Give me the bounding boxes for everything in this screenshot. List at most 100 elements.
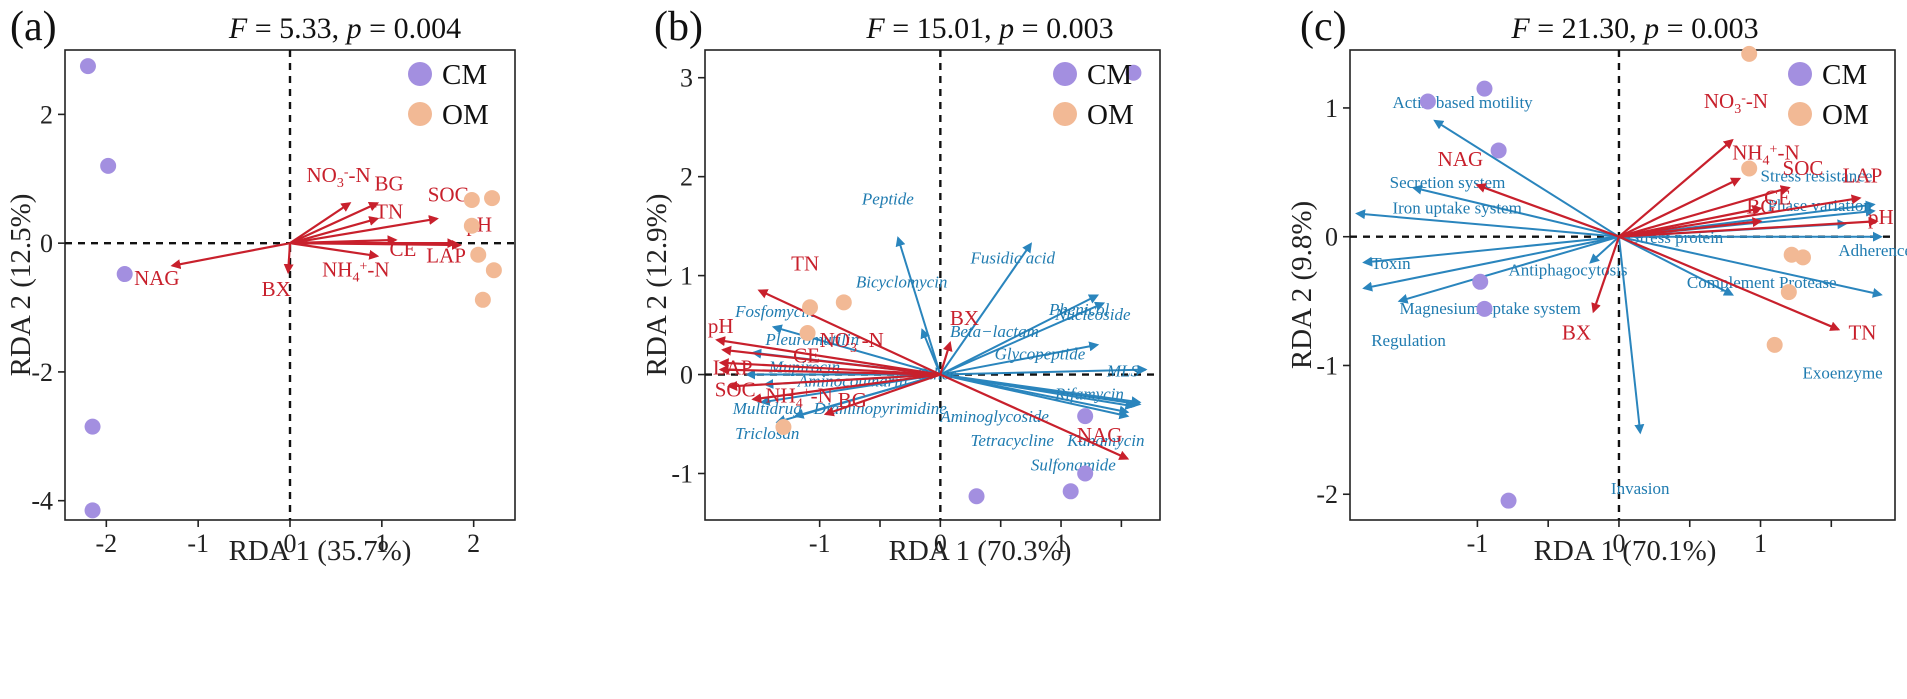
om-point xyxy=(463,217,480,234)
panel-b-xtick-label: 1 xyxy=(1055,529,1068,558)
panel-b-xtick-label: -1 xyxy=(809,529,831,558)
env-label-sub: 3 xyxy=(337,176,344,191)
env-label: pH xyxy=(1868,205,1894,229)
gene-arrow xyxy=(939,294,1100,376)
gene-arrow xyxy=(775,373,941,425)
env-label: SOC xyxy=(715,377,756,401)
cm-point xyxy=(1490,142,1507,159)
env-label-sup: + xyxy=(359,260,367,275)
gene-arrow xyxy=(1355,209,1620,238)
panel-a-title: F = 5.33, p = 0.004 xyxy=(228,12,461,45)
env-label-base: SOC xyxy=(428,182,469,206)
panel-c-xtick-label: 0 xyxy=(1612,529,1625,558)
panel-c-xtick-label: 1 xyxy=(1754,529,1767,558)
env-label-sup: - xyxy=(344,165,349,180)
legend-label-cm: CM xyxy=(1087,59,1132,91)
env-label-base: LAP xyxy=(426,243,466,267)
panel-b-ytick-label: -1 xyxy=(671,459,693,488)
env-label: NH4+-N xyxy=(765,383,832,411)
cm-point xyxy=(116,266,133,283)
env-label-base: SOC xyxy=(715,377,756,401)
gene-label: Beta−lactam xyxy=(950,322,1039,341)
legend-marker-cm xyxy=(1788,62,1812,86)
gene-label: Multidrug xyxy=(732,399,802,418)
cm-point xyxy=(84,502,101,519)
cm-point xyxy=(1419,93,1436,110)
env-label: NO3--N xyxy=(307,163,371,191)
cm-point xyxy=(84,418,101,435)
env-label: BX xyxy=(1562,321,1591,345)
gene-arrow xyxy=(940,373,1142,407)
gene-label: Tetracycline xyxy=(971,431,1055,450)
om-point xyxy=(484,190,501,207)
panel-a-title-fstat: = 5.33, xyxy=(247,12,346,45)
env-label-base: SOC xyxy=(1783,156,1824,180)
legend-label-om: OM xyxy=(442,99,489,131)
env-label-base: TN xyxy=(791,252,819,276)
env-arrow xyxy=(289,215,439,245)
om-point xyxy=(474,291,491,308)
env-label: LAP xyxy=(713,356,753,380)
env-arrow xyxy=(1618,205,1763,238)
env-label-sup: + xyxy=(803,385,811,400)
cm-point xyxy=(968,488,985,505)
gene-label: Nucleoside xyxy=(1054,305,1131,324)
env-label-sup: - xyxy=(1741,91,1746,106)
gene-label: Regulation xyxy=(1371,331,1446,350)
gene-label: Kanamycin xyxy=(1066,431,1144,450)
legend-label-cm: CM xyxy=(442,59,487,91)
env-arrow xyxy=(289,216,380,245)
env-label-sub: 3 xyxy=(1734,102,1741,117)
cm-point xyxy=(1476,80,1493,97)
gene-label: Exoenzyme xyxy=(1802,363,1882,382)
env-label-base: BG xyxy=(838,388,867,412)
env-label: NH4+-N xyxy=(322,258,389,286)
gene-arrow xyxy=(1362,235,1620,267)
env-arrow xyxy=(939,340,953,375)
panel-b-ytick-label: 2 xyxy=(680,163,693,192)
gene-arrow xyxy=(940,373,1130,416)
env-label: NO3--N xyxy=(1704,89,1768,117)
panel-c-ytick-label: -2 xyxy=(1316,480,1338,509)
env-label: LAP xyxy=(426,243,466,267)
env-label-base: TN xyxy=(1848,321,1876,345)
panel-c-ytick-label: -1 xyxy=(1316,351,1338,380)
gene-arrow xyxy=(920,328,942,375)
env-label-base: NO xyxy=(307,163,337,187)
panel-c-title-pval: = 0.003 xyxy=(1659,12,1758,45)
env-label: BG xyxy=(374,171,403,195)
panel-c-title-p: p xyxy=(1642,12,1659,45)
env-arrow xyxy=(289,202,352,245)
panel-a-title-pval: = 0.004 xyxy=(362,12,461,45)
panel-a-ytick-label: -4 xyxy=(31,487,53,516)
gene-arrow xyxy=(1397,235,1620,304)
env-label: NAG xyxy=(1077,423,1123,447)
env-label-suffix: -N xyxy=(1746,89,1768,113)
cm-point xyxy=(1472,273,1489,290)
panel-a-xtick-label: -2 xyxy=(95,529,117,558)
env-label-base: BX xyxy=(262,277,291,301)
gene-arrow xyxy=(1433,119,1620,238)
panel-c-label: (c) xyxy=(1300,4,1347,50)
panel-b-ytick-label: 0 xyxy=(680,361,693,390)
env-arrow xyxy=(757,289,941,376)
env-label-base: NH xyxy=(765,383,795,407)
env-arrow xyxy=(715,336,941,376)
env-arrow xyxy=(1618,216,1879,238)
env-arrow xyxy=(1618,138,1734,238)
env-label-base: LAP xyxy=(713,356,753,380)
env-label-base: NAG xyxy=(134,266,180,290)
om-point xyxy=(799,324,816,341)
env-label: LAP xyxy=(1843,164,1883,188)
gene-label: Glycopeptide xyxy=(995,345,1086,364)
env-label-base: NH xyxy=(322,258,352,282)
env-label: pH xyxy=(708,314,734,338)
env-label-sub: 3 xyxy=(850,341,857,356)
panel-a-xtick-label: -1 xyxy=(187,529,209,558)
panel-c: (c) F = 21.30, p = 0.003 RDA 1 (70.1%) R… xyxy=(1286,4,1759,567)
panel-b-ylabel: RDA 2 (12.9%) xyxy=(641,194,673,377)
panel-c-title-F: F xyxy=(1510,12,1530,45)
env-label-base: BG xyxy=(1746,195,1775,219)
cm-point xyxy=(1062,483,1079,500)
